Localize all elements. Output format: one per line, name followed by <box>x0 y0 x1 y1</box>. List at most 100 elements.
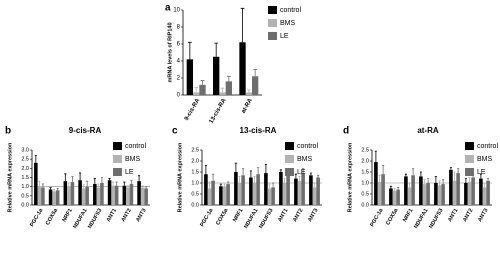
y-axis-label: Relative mRNA expression <box>347 142 353 212</box>
y-tick-label: 2.0 <box>191 158 199 164</box>
error-bar <box>294 173 297 179</box>
x-tick-label: ANT1 <box>447 208 459 223</box>
x-tick-label: NDUFA1 <box>413 208 429 230</box>
bar <box>111 185 115 205</box>
panel-label: a <box>165 3 171 14</box>
bar <box>456 173 460 205</box>
bar <box>374 162 378 205</box>
y-tick-label: 0.0 <box>361 202 369 208</box>
bar <box>137 181 141 205</box>
error-bar <box>374 150 377 163</box>
bar <box>237 183 242 205</box>
x-tick-label: ANT3 <box>135 208 147 223</box>
error-bar <box>53 189 56 192</box>
error-bar <box>240 7 245 43</box>
x-tick-label: NDUFS3 <box>428 208 444 230</box>
error-bar <box>408 182 411 188</box>
error-bar <box>112 181 115 186</box>
error-bar <box>115 181 118 186</box>
error-bar <box>393 188 396 191</box>
bar <box>245 92 252 95</box>
x-tick-label: NRF1 <box>61 208 73 223</box>
error-bar <box>226 75 231 82</box>
y-tick-label: 0.5 <box>21 193 29 199</box>
y-tick-label: 1.5 <box>21 175 29 181</box>
bar <box>312 187 317 205</box>
y-tick-label: 3.0 <box>21 147 29 153</box>
bar <box>122 185 127 205</box>
bar <box>426 183 430 205</box>
error-bar <box>283 178 286 183</box>
bar <box>219 92 226 95</box>
error-bar <box>427 178 430 183</box>
y-tick-label: 2.5 <box>21 157 29 163</box>
error-bar <box>272 182 275 188</box>
error-bar <box>64 173 67 182</box>
error-bar <box>298 176 301 181</box>
error-bar <box>378 174 381 182</box>
error-bar <box>145 186 148 189</box>
bar <box>107 180 112 205</box>
bar <box>100 183 104 205</box>
error-bar <box>194 86 199 93</box>
bar <box>41 187 45 205</box>
bar <box>464 183 468 205</box>
y-tick-label: 8 <box>177 25 181 31</box>
error-bar <box>253 176 256 183</box>
legend-swatch <box>113 155 122 163</box>
x-tick-label: ANT3 <box>307 208 319 223</box>
chart-title: 13-cis-RA <box>240 126 277 135</box>
error-bar <box>130 179 133 184</box>
y-axis-label: Relative mRNA expression <box>177 142 183 212</box>
y-axis-label: mRNA levels of RIP140 <box>167 22 173 82</box>
bar <box>264 173 268 205</box>
legend-swatch <box>268 6 277 14</box>
x-tick-label: 9-cis-RA <box>184 97 202 122</box>
bar <box>193 92 200 95</box>
error-bar <box>442 179 445 185</box>
error-bar <box>219 183 222 187</box>
x-tick-label: NDUFA1 <box>243 208 259 230</box>
y-tick-label: 2.5 <box>191 147 199 153</box>
x-tick-label: NDUFA1 <box>72 208 88 230</box>
bar <box>225 81 232 95</box>
error-bar <box>313 182 316 188</box>
error-bar <box>397 187 400 190</box>
x-tick-label: ANT3 <box>477 208 489 223</box>
error-bar <box>309 172 312 176</box>
y-tick-label: 0.5 <box>191 191 199 197</box>
error-bar <box>279 169 282 172</box>
error-bar <box>412 168 415 176</box>
error-bar <box>257 167 260 175</box>
chart-title: 9-cis-RA <box>69 126 102 135</box>
x-tick-label: NDUFS3 <box>87 208 103 230</box>
error-bar <box>141 185 144 188</box>
error-bar <box>487 178 490 181</box>
error-bar <box>38 180 41 187</box>
bar <box>234 172 238 205</box>
bar <box>239 42 246 95</box>
bar <box>407 187 412 205</box>
x-tick-label: ANT1 <box>277 208 289 223</box>
error-bar <box>246 89 251 93</box>
y-tick-label: 2 <box>177 76 181 82</box>
bar <box>449 169 453 205</box>
bar <box>251 76 259 95</box>
bar <box>271 187 275 205</box>
error-bar <box>34 155 37 163</box>
legend-label: LE <box>280 33 289 40</box>
panel-label: d <box>343 126 349 137</box>
legend-swatch <box>285 155 294 163</box>
error-bar <box>67 182 70 187</box>
bar <box>93 183 97 205</box>
y-tick-label: 1.0 <box>191 180 199 186</box>
bar <box>114 185 119 205</box>
x-tick-label: NDUFS3 <box>258 208 274 230</box>
legend-label: BMS <box>297 156 313 163</box>
legend-label: LE <box>477 169 486 176</box>
y-tick-label: 0.0 <box>191 202 199 208</box>
bar <box>411 175 415 205</box>
error-bar <box>419 171 422 177</box>
error-bar <box>93 178 96 184</box>
bar <box>256 174 260 205</box>
